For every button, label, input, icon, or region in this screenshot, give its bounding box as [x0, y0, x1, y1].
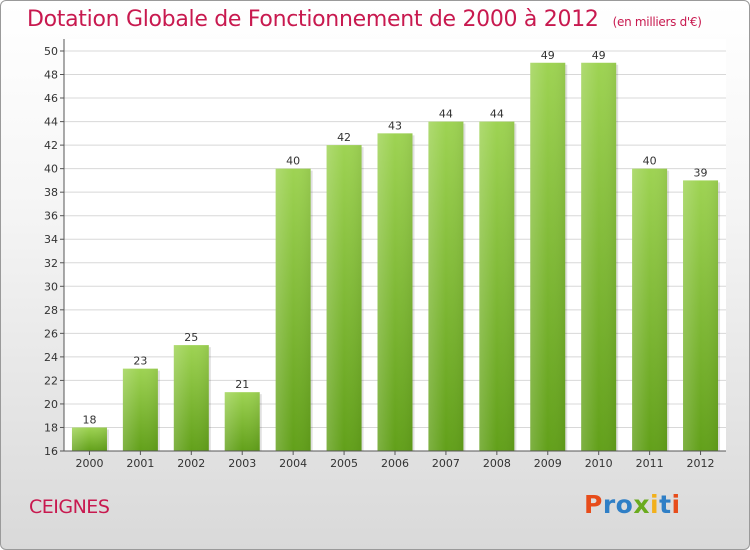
value-label: 23: [133, 355, 147, 368]
value-label: 25: [184, 331, 198, 344]
value-label: 44: [439, 108, 453, 121]
x-tick-label: 2009: [534, 457, 562, 470]
y-tick-label: 22: [44, 374, 58, 387]
y-tick-label: 46: [44, 92, 58, 105]
bar-highlight: [275, 168, 311, 451]
value-label: 44: [490, 108, 504, 121]
y-tick-label: 38: [44, 186, 58, 199]
bar-highlight: [428, 121, 464, 452]
y-tick-label: 26: [44, 327, 58, 340]
value-label: 42: [337, 131, 351, 144]
y-tick-label: 44: [44, 116, 58, 129]
y-tick-label: 36: [44, 210, 58, 223]
bar-highlight: [377, 133, 413, 451]
y-tick-label: 18: [44, 421, 58, 434]
value-label: 40: [286, 155, 300, 168]
x-tick-label: 2000: [75, 457, 103, 470]
y-tick-label: 34: [44, 233, 58, 246]
x-tick-label: 2003: [228, 457, 256, 470]
y-tick-label: 42: [44, 139, 58, 152]
value-label: 49: [541, 49, 555, 62]
bar-highlight: [224, 392, 260, 451]
bar-highlight: [173, 345, 209, 451]
y-tick-label: 16: [44, 445, 58, 458]
y-tick-label: 28: [44, 304, 58, 317]
proxiti-logo: Proxiti: [584, 490, 681, 519]
bar-highlight: [683, 180, 719, 452]
chart-title-text: Dotation Globale de Fonctionnement de 20…: [27, 7, 599, 32]
value-label: 39: [694, 166, 708, 179]
bar-highlight: [581, 62, 617, 451]
bar-highlight: [71, 427, 107, 451]
value-label: 18: [82, 413, 96, 426]
y-tick-label: 48: [44, 69, 58, 82]
bar-highlight: [326, 145, 362, 451]
x-tick-label: 2005: [330, 457, 358, 470]
chart-title: Dotation Globale de Fonctionnement de 20…: [27, 7, 702, 32]
value-label: 40: [643, 155, 657, 168]
y-tick-label: 24: [44, 351, 58, 364]
commune-name: CEIGNES: [29, 496, 110, 518]
x-tick-label: 2006: [381, 457, 409, 470]
value-label: 49: [592, 49, 606, 62]
x-tick-label: 2012: [687, 457, 715, 470]
y-tick-label: 20: [44, 398, 58, 411]
x-tick-label: 2002: [177, 457, 205, 470]
x-tick-label: 2010: [585, 457, 613, 470]
y-tick-label: 32: [44, 257, 58, 270]
value-label: 21: [235, 378, 249, 391]
x-tick-label: 2011: [636, 457, 664, 470]
y-tick-label: 50: [44, 45, 58, 58]
x-tick-label: 2004: [279, 457, 307, 470]
bar-highlight: [632, 168, 668, 451]
y-tick-label: 40: [44, 163, 58, 176]
bar-highlight: [530, 62, 566, 451]
value-label: 43: [388, 119, 402, 132]
bar-highlight: [122, 368, 158, 451]
x-tick-label: 2007: [432, 457, 460, 470]
x-tick-label: 2001: [126, 457, 154, 470]
chart-subtitle: (en milliers d'€): [612, 15, 702, 29]
bar-highlight: [479, 121, 515, 452]
x-tick-label: 2008: [483, 457, 511, 470]
y-tick-label: 30: [44, 280, 58, 293]
